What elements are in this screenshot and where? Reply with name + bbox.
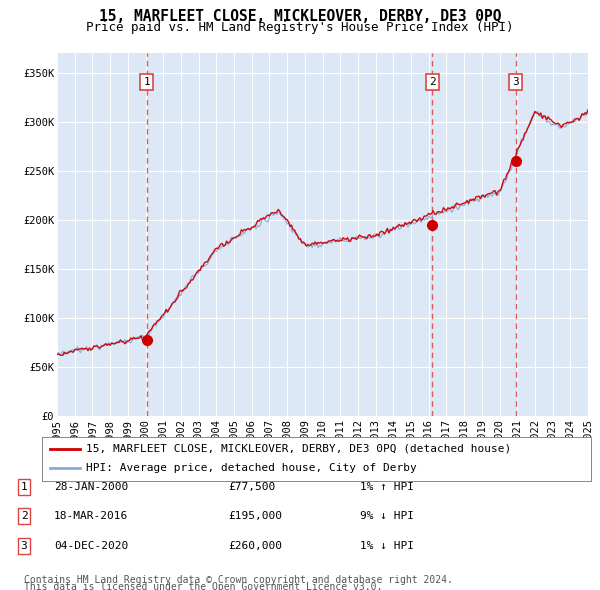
Text: 2: 2 bbox=[20, 512, 28, 521]
Text: £195,000: £195,000 bbox=[228, 512, 282, 521]
Text: 15, MARFLEET CLOSE, MICKLEOVER, DERBY, DE3 0PQ: 15, MARFLEET CLOSE, MICKLEOVER, DERBY, D… bbox=[99, 9, 501, 24]
Text: This data is licensed under the Open Government Licence v3.0.: This data is licensed under the Open Gov… bbox=[24, 582, 382, 590]
Text: 15, MARFLEET CLOSE, MICKLEOVER, DERBY, DE3 0PQ (detached house): 15, MARFLEET CLOSE, MICKLEOVER, DERBY, D… bbox=[86, 444, 511, 454]
Text: £77,500: £77,500 bbox=[228, 482, 275, 491]
Text: 9% ↓ HPI: 9% ↓ HPI bbox=[360, 512, 414, 521]
Text: HPI: Average price, detached house, City of Derby: HPI: Average price, detached house, City… bbox=[86, 464, 416, 473]
Text: Contains HM Land Registry data © Crown copyright and database right 2024.: Contains HM Land Registry data © Crown c… bbox=[24, 575, 453, 585]
Text: 1% ↑ HPI: 1% ↑ HPI bbox=[360, 482, 414, 491]
Text: 1: 1 bbox=[143, 77, 150, 87]
Text: 1% ↓ HPI: 1% ↓ HPI bbox=[360, 541, 414, 550]
Text: 18-MAR-2016: 18-MAR-2016 bbox=[54, 512, 128, 521]
Text: Price paid vs. HM Land Registry's House Price Index (HPI): Price paid vs. HM Land Registry's House … bbox=[86, 21, 514, 34]
Text: 3: 3 bbox=[20, 541, 28, 550]
Text: 04-DEC-2020: 04-DEC-2020 bbox=[54, 541, 128, 550]
Text: £260,000: £260,000 bbox=[228, 541, 282, 550]
Text: 3: 3 bbox=[512, 77, 519, 87]
Text: 1: 1 bbox=[20, 482, 28, 491]
Text: 28-JAN-2000: 28-JAN-2000 bbox=[54, 482, 128, 491]
Text: 2: 2 bbox=[429, 77, 436, 87]
